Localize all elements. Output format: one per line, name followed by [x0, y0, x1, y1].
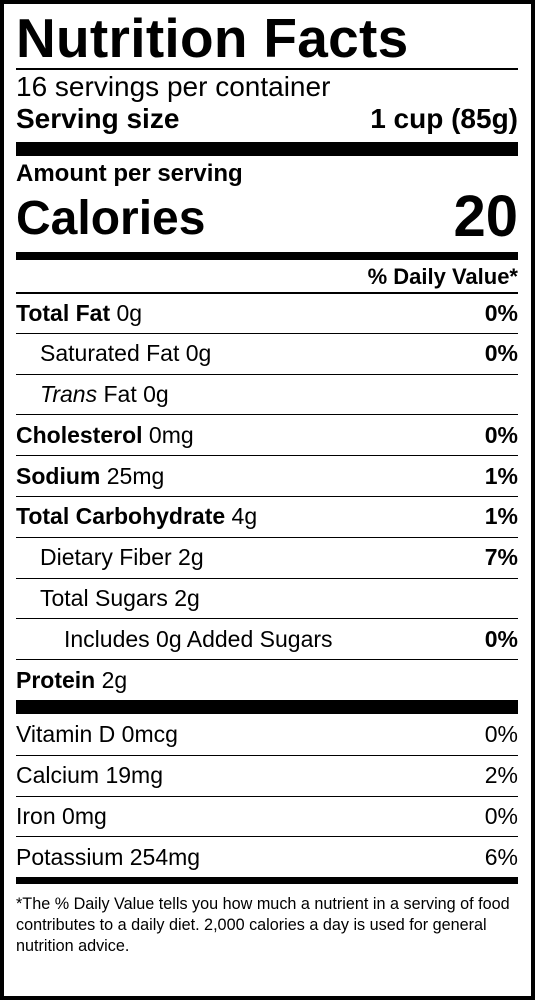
vitamin-row-potassium: Potassium 254mg 6% — [16, 836, 518, 877]
serving-size-row: Serving size 1 cup (85g) — [16, 102, 518, 136]
nutrient-row-dietary-fiber: Dietary Fiber 2g 7% — [16, 536, 518, 578]
daily-value-footnote: *The % Daily Value tells you how much a … — [16, 895, 510, 956]
nutrient-amount: 25mg — [106, 462, 165, 489]
nutrient-name: Total Sugars — [40, 584, 168, 611]
daily-value-header: % Daily Value* — [367, 264, 518, 289]
nutrient-row-cholesterol: Cholesterol 0mg 0% — [16, 414, 518, 455]
nutrient-name: Fat — [103, 380, 137, 407]
nutrient-dv: 1% — [484, 462, 518, 489]
calories-label: Calories — [16, 192, 206, 245]
nutrient-dv: 1% — [484, 503, 518, 530]
amount-per-serving: Amount per serving — [16, 160, 243, 187]
vitamin-dv: 0% — [484, 802, 518, 829]
nutrient-row-sodium: Sodium 25mg 1% — [16, 455, 518, 496]
nutrient-name: Total Fat — [16, 299, 111, 326]
nutrient-amount: 0mg — [148, 421, 194, 448]
thick-divider — [16, 142, 518, 156]
nutrient-amount: 4g — [231, 503, 258, 530]
nutrient-dv: 0% — [484, 340, 518, 367]
footnote-divider — [16, 877, 518, 885]
serving-size-label: Serving size — [16, 103, 180, 134]
nutrient-row-total-fat: Total Fat 0g 0% — [16, 292, 518, 333]
calories-value: 20 — [453, 184, 518, 249]
nutrient-name: Sodium — [16, 462, 101, 489]
nutrient-dv: 0% — [484, 299, 518, 326]
vitamin-row-vitamin-d: Vitamin D 0mcg 0% — [16, 714, 518, 755]
nutrient-row-saturated-fat: Saturated Fat 0g 0% — [16, 332, 518, 374]
nutrient-name-italic: Trans — [40, 380, 98, 407]
title-divider — [16, 68, 518, 70]
vitamin-name: Potassium 254mg — [16, 843, 201, 870]
nutrient-amount: 0g — [185, 340, 212, 367]
nutrient-name: Protein — [16, 666, 96, 693]
nutrient-row-total-sugars: Total Sugars 2g — [16, 577, 518, 619]
nutrient-amount: 2g — [174, 584, 200, 611]
nutrient-name: Cholesterol — [16, 421, 143, 448]
vitamin-dv: 6% — [484, 843, 518, 870]
vitamin-name: Vitamin D 0mcg — [16, 720, 178, 747]
serving-size-value: 1 cup (85g) — [370, 103, 518, 134]
nutrient-name: Includes 0g Added Sugars — [64, 625, 333, 652]
vitamin-row-iron: Iron 0mg 0% — [16, 795, 518, 837]
nutrient-dv: 0% — [484, 625, 518, 652]
servings-per-container: 16 servings per container — [16, 71, 331, 102]
vitamin-name: Calcium 19mg — [16, 762, 163, 789]
nutrient-row-total-carbohydrate: Total Carbohydrate 4g 1% — [16, 495, 518, 537]
nutrient-row-protein: Protein 2g — [16, 659, 518, 700]
nutrient-amount: 2g — [101, 666, 128, 693]
vitamin-row-calcium: Calcium 19mg 2% — [16, 754, 518, 796]
nutrient-dv: 0% — [484, 421, 518, 448]
nutrient-name: Dietary Fiber — [40, 544, 172, 571]
nutrient-amount: 0g — [116, 299, 143, 326]
medium-divider — [16, 252, 518, 260]
nutrient-amount: 0g — [143, 380, 169, 407]
nutrient-row-added-sugars: Includes 0g Added Sugars 0% — [16, 618, 518, 659]
vitamins-divider — [16, 699, 518, 714]
nutrient-name: Saturated Fat — [40, 340, 180, 367]
nutrient-name: Total Carbohydrate — [16, 503, 226, 530]
calories-row: Calories 20 — [16, 188, 518, 246]
vitamin-dv: 2% — [484, 762, 518, 789]
nutrient-dv: 7% — [484, 544, 518, 571]
vitamin-name: Iron 0mg — [16, 802, 107, 829]
vitamin-dv: 0% — [484, 720, 518, 747]
nutrient-amount: 2g — [178, 544, 204, 571]
nutrient-row-trans-fat: Trans Fat 0g — [16, 373, 518, 415]
label-title: Nutrition Facts — [16, 7, 409, 69]
